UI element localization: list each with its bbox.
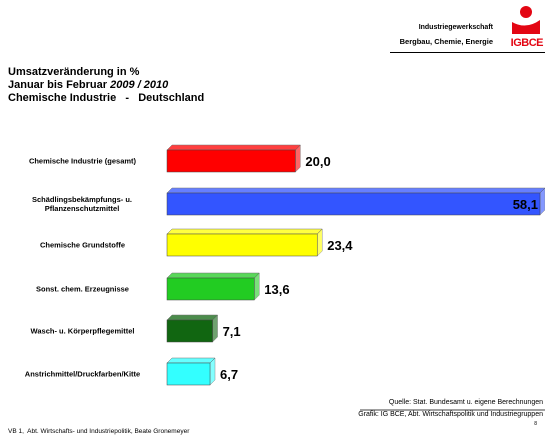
value-label: 20,0 [305, 154, 330, 169]
bar [166, 149, 296, 173]
bar [166, 233, 318, 257]
value-label: 6,7 [220, 367, 238, 382]
chart-subtitle: Januar bis Februar 2009 / 2010 [8, 79, 168, 91]
author: VB 1, Abt. Wirtschafts- und Industriepol… [8, 428, 190, 435]
category-label: Schädlingsbekämpfungs- u. Pflanzenschutz… [31, 195, 132, 213]
bar-depth [166, 314, 219, 321]
value-label: 13,6 [264, 282, 289, 297]
bar-depth [166, 144, 302, 151]
header-rule [390, 52, 545, 53]
category-label: Chemische Industrie (gesamt) [28, 156, 137, 166]
org-line1: Industriegewerkschaft [418, 24, 493, 31]
bar-depth [166, 272, 260, 279]
logo-text: IGBCE [510, 37, 544, 49]
bar [166, 319, 213, 343]
bar [166, 192, 541, 216]
chart-subtitle2: Chemische Industrie - Deutschland [8, 92, 205, 104]
subtitle-years: 2009 / 2010 [110, 79, 169, 91]
category-label: Anstrichmittel/Druckfarben/Kitte [24, 369, 141, 379]
bar-depth [539, 187, 545, 216]
logo-icon [512, 6, 540, 34]
value-label: 23,4 [327, 238, 353, 253]
bar [166, 277, 255, 301]
chart-title: Umsatzveränderung in % [8, 66, 140, 78]
graphic-credit: Grafik: IG BCE, Abt. Wirtschaftspolitik … [358, 411, 543, 418]
bar-depth [166, 357, 216, 364]
bar-depth [166, 187, 545, 194]
value-label: 7,1 [223, 324, 241, 339]
subtitle-text: Januar bis Februar [8, 79, 111, 91]
page-number: 8 [534, 421, 537, 427]
bar-depth [209, 357, 216, 386]
bar-depth [166, 228, 323, 235]
source: Quelle: Stat. Bundesamt u. eigene Berech… [388, 399, 543, 406]
bar [166, 362, 211, 386]
category-label: Wasch- u. Körperpflegemittel [30, 326, 135, 336]
org-line2: Bergbau, Chemie, Energie [399, 37, 493, 46]
value-label: 58,1 [513, 197, 538, 212]
category-label: Sonst. chem. Erzeugnisse [36, 284, 129, 294]
bar-depth [212, 314, 218, 343]
bar-depth [254, 272, 260, 301]
category-label: Chemische Grundstoffe [39, 240, 125, 250]
bar-depth [295, 144, 301, 173]
bar-depth [316, 228, 323, 257]
